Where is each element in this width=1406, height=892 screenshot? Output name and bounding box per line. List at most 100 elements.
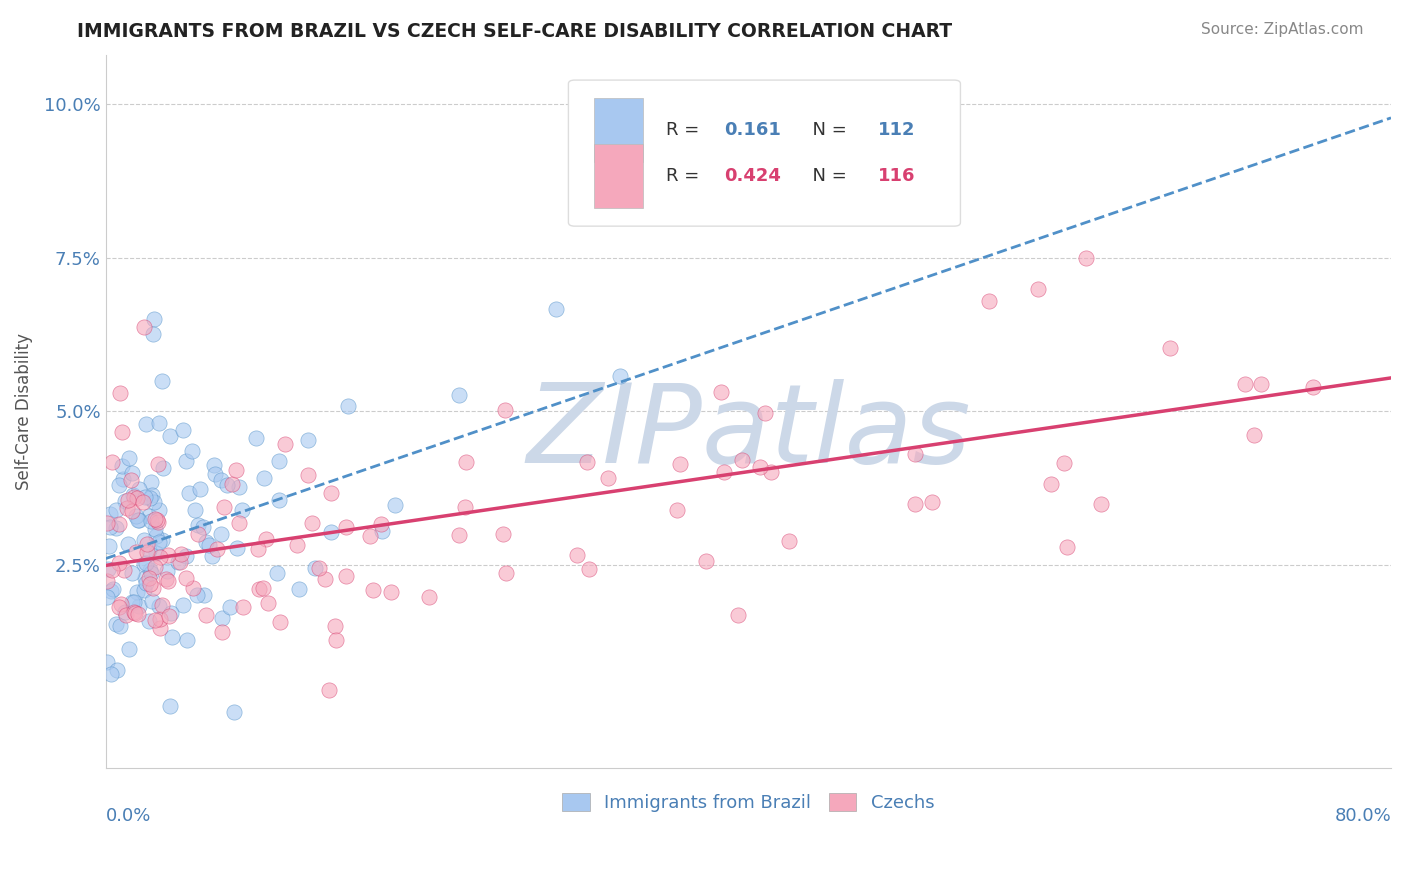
- Point: [576, 454, 599, 468]
- Point: [903, 497, 925, 511]
- Point: [155, 572, 177, 586]
- Point: [666, 503, 689, 517]
- Point: [174, 453, 197, 467]
- Point: [127, 585, 149, 599]
- Point: [1250, 377, 1272, 392]
- Point: [143, 560, 166, 574]
- Point: [108, 600, 131, 615]
- Point: [98, 508, 121, 522]
- Point: [138, 615, 160, 629]
- Point: [231, 503, 253, 517]
- Point: [188, 482, 211, 496]
- Point: [754, 406, 776, 420]
- Point: [108, 619, 131, 633]
- Point: [142, 581, 165, 595]
- Point: [727, 607, 749, 622]
- Point: [146, 458, 169, 472]
- Point: [148, 416, 170, 430]
- Point: [492, 526, 515, 541]
- Point: [141, 594, 163, 608]
- Point: [447, 528, 470, 542]
- Point: [160, 630, 183, 644]
- Point: [247, 582, 270, 597]
- Point: [96, 562, 118, 576]
- Point: [170, 547, 193, 561]
- Point: [108, 556, 131, 570]
- Point: [139, 514, 162, 528]
- Bar: [595, 145, 643, 209]
- Point: [100, 667, 122, 681]
- Point: [145, 528, 167, 542]
- Point: [297, 468, 319, 483]
- Point: [269, 493, 291, 508]
- Point: [125, 509, 148, 524]
- Point: [596, 471, 619, 485]
- Point: [252, 471, 274, 485]
- Legend: Immigrants from Brazil, Czechs: Immigrants from Brazil, Czechs: [555, 786, 942, 819]
- Point: [1243, 428, 1265, 442]
- Point: [135, 556, 157, 570]
- Point: [194, 607, 217, 622]
- Point: [138, 542, 160, 557]
- Point: [148, 599, 170, 613]
- Point: [252, 581, 274, 595]
- Point: [118, 451, 141, 466]
- Point: [96, 590, 118, 604]
- Point: [135, 545, 157, 559]
- Text: IMMIGRANTS FROM BRAZIL VS CZECH SELF-CARE DISABILITY CORRELATION CHART: IMMIGRANTS FROM BRAZIL VS CZECH SELF-CAR…: [77, 22, 952, 41]
- Point: [181, 581, 204, 595]
- Point: [221, 476, 243, 491]
- Point: [124, 490, 146, 504]
- Point: [904, 447, 927, 461]
- Point: [319, 486, 342, 500]
- Point: [134, 571, 156, 585]
- Point: [1026, 282, 1049, 296]
- Point: [361, 583, 384, 598]
- Point: [193, 588, 215, 602]
- Text: 80.0%: 80.0%: [1334, 807, 1391, 825]
- Point: [319, 524, 342, 539]
- Text: 0.0%: 0.0%: [105, 807, 150, 825]
- Point: [120, 473, 142, 487]
- Point: [96, 655, 118, 669]
- Point: [184, 503, 207, 517]
- Point: [114, 607, 136, 622]
- Point: [141, 488, 163, 502]
- Point: [111, 458, 134, 473]
- Point: [454, 455, 477, 469]
- Point: [187, 527, 209, 541]
- Point: [219, 599, 242, 614]
- Point: [142, 495, 165, 509]
- Point: [127, 512, 149, 526]
- Point: [180, 443, 202, 458]
- Point: [759, 465, 782, 479]
- Point: [204, 467, 226, 482]
- Point: [695, 553, 717, 567]
- Point: [314, 572, 336, 586]
- Text: 112: 112: [879, 121, 915, 139]
- Point: [98, 520, 121, 534]
- Point: [979, 293, 1001, 308]
- Point: [100, 584, 122, 599]
- Point: [731, 453, 754, 467]
- Point: [669, 457, 692, 471]
- Point: [495, 566, 517, 580]
- Point: [269, 615, 291, 629]
- Point: [1234, 376, 1257, 391]
- Point: [169, 555, 191, 569]
- Point: [257, 596, 280, 610]
- Point: [156, 564, 179, 578]
- Point: [266, 566, 288, 580]
- Point: [143, 512, 166, 526]
- Point: [146, 515, 169, 529]
- Point: [110, 597, 132, 611]
- Point: [132, 495, 155, 509]
- Point: [228, 516, 250, 530]
- Point: [122, 605, 145, 619]
- Point: [125, 544, 148, 558]
- Point: [172, 423, 194, 437]
- Bar: [595, 98, 643, 162]
- Text: 0.161: 0.161: [724, 121, 780, 139]
- Point: [1053, 456, 1076, 470]
- Point: [105, 663, 128, 677]
